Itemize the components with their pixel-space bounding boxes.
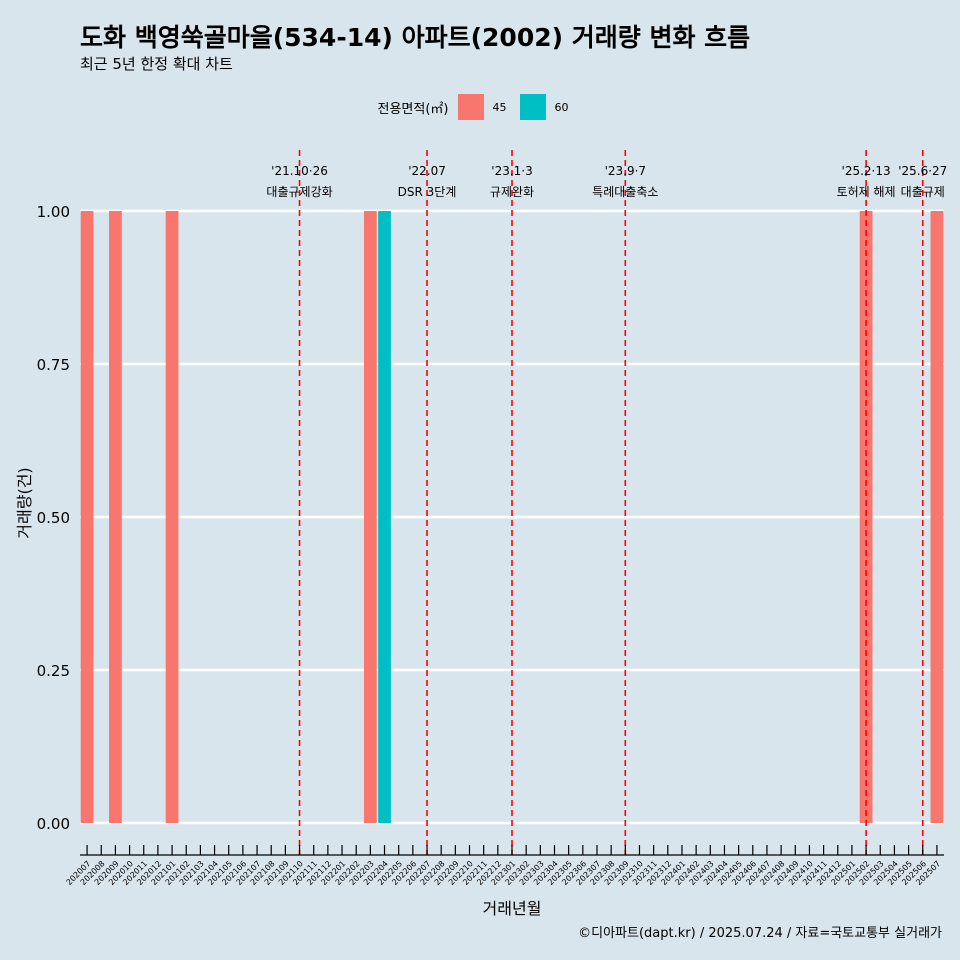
y-tick-label: 0.75 (37, 356, 70, 374)
bar-45-202507 (930, 211, 944, 823)
legend-swatch-60 (520, 94, 547, 120)
legend-label-45: 45 (492, 100, 507, 114)
chart-caption: ©디아파트(dapt.kr) / 2025.07.24 / 자료=국토교통부 실… (578, 926, 942, 941)
chart-title: 도화 백영쑥골마을(534-14) 아파트(2002) 거래량 변화 흐름 (80, 23, 751, 52)
chart-subtitle: 최근 5년 한정 확대 차트 (80, 55, 233, 73)
y-tick-label: 0.25 (37, 662, 70, 680)
bar-45-202502 (859, 211, 873, 823)
bar-45-202101 (165, 211, 179, 823)
legend-item-60: 60 (520, 94, 576, 120)
legend-title: 전용면적(㎡) (377, 101, 449, 117)
legend-swatch-45 (458, 94, 485, 120)
bar-45-202203 (363, 211, 377, 823)
legend-label-60: 60 (554, 100, 569, 114)
y-tick-label: 0.00 (37, 815, 70, 833)
bar-60-202204 (378, 211, 391, 823)
legend-item-45: 45 (458, 94, 514, 120)
y-tick-label: 0.50 (37, 509, 70, 527)
annotation-date: '25.6·27 (898, 164, 947, 178)
annotation-label: 토허제 해제 (837, 185, 896, 199)
y-tick-label: 1.00 (37, 203, 70, 221)
legend: 전용면적(㎡) 45 60 (0, 93, 960, 121)
annotation-label: 특례대출축소 (592, 185, 658, 199)
x-axis-title: 거래년월 (483, 899, 542, 918)
annotation-date: '22.07 (408, 164, 446, 178)
annotation-date: '21.10·26 (271, 164, 328, 178)
annotation-label: DSR 3단계 (398, 185, 457, 199)
bar-45-202007 (80, 211, 94, 823)
annotation-label: 대출규제강화 (266, 185, 332, 199)
annotation-date: '23.1·3 (491, 164, 532, 178)
annotation-label: 규제완화 (490, 185, 534, 199)
annotation-date: '25.2·13 (842, 164, 891, 178)
bar-45-202009 (109, 211, 122, 823)
annotation-label: 대출규제 (901, 185, 945, 199)
y-axis-title: 거래량(건) (15, 467, 34, 538)
annotation-date: '23.9·7 (605, 164, 646, 178)
